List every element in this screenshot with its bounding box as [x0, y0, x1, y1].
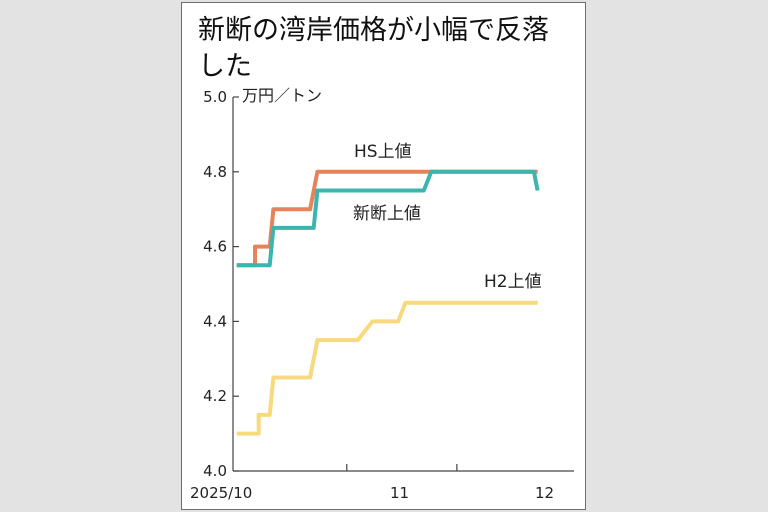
- line-chart: 万円／トン 4.0 4.2 4.4 4.6 4.8 5.0 2025/10 11 12 HS上…: [190, 86, 574, 502]
- y-tick-label: 4.0: [203, 462, 227, 480]
- series-lines: [236, 169, 540, 436]
- x-tick-label: 11: [390, 484, 409, 502]
- y-tick-label: 4.8: [203, 163, 227, 181]
- h2-line: [236, 300, 538, 436]
- chart-title: 新断の湾岸価格が小幅で反落した: [198, 15, 549, 82]
- chart-panel: 新断の湾岸価格が小幅で反落した 万円／トン 4.0 4.2 4.4 4.6 4.8 5.0…: [181, 2, 586, 510]
- x-tick-label: 2025/10: [190, 484, 252, 502]
- y-tick-label: 4.2: [203, 387, 227, 405]
- y-ticks: 4.0 4.2 4.4 4.6 4.8 5.0: [203, 88, 239, 480]
- x-tick-label: 12: [535, 484, 554, 502]
- shindan-line: [236, 169, 540, 268]
- series-label-hs: HS上値: [354, 142, 412, 162]
- y-axis-unit-label: 万円／トン: [242, 86, 322, 105]
- series-label-h2: H2上値: [484, 272, 542, 292]
- y-tick-label: 4.4: [203, 312, 227, 330]
- series-label-shindan: 新断上値: [353, 204, 421, 224]
- y-tick-label: 5.0: [203, 88, 227, 106]
- y-tick-label: 4.6: [203, 238, 227, 256]
- x-ticks: 2025/10 11 12: [190, 464, 554, 502]
